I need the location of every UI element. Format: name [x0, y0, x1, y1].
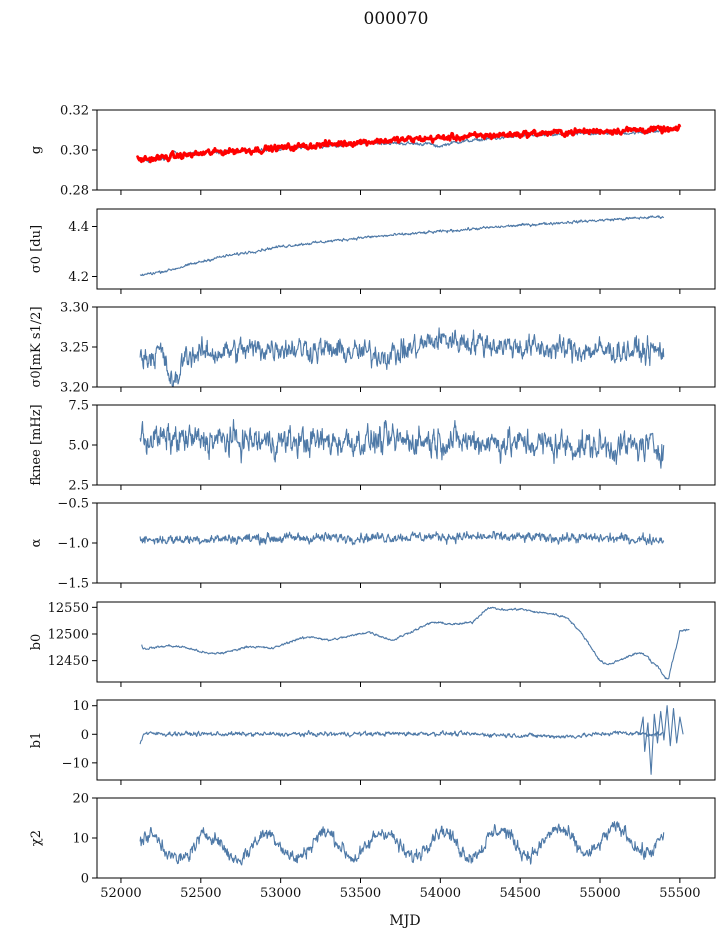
axes-frame: [96, 208, 716, 290]
panel-4: 2.5 5.0 7.5 fknee [mHz]: [29, 399, 716, 494]
x-tick-label: 52000: [100, 886, 141, 901]
panel-8: 0 10 20 52000 52500 53000 53500 54000 54500 55000…: [29, 792, 716, 901]
y-tick-label: 3.20: [60, 381, 89, 396]
y-tick-label: 10: [72, 699, 89, 714]
y-tick-label: 3.25: [60, 341, 89, 356]
y-axis-label: fknee [mHz]: [29, 404, 44, 485]
y-tick-label: 12450: [48, 654, 89, 669]
panel-3: 3.20 3.25 3.30 σ0[mK s1/2]: [29, 301, 716, 396]
axes-frame: [96, 601, 716, 683]
y-axis-label: b0: [29, 634, 44, 651]
y-tick-label: 0.32: [60, 104, 89, 119]
y-tick-label: 4.2: [68, 270, 89, 285]
y-tick-label: 0: [81, 872, 89, 887]
panel-2: 4.2 4.4 σ0 [du]: [29, 208, 716, 294]
axes-frame: [96, 306, 716, 388]
y-axis-label: σ0 [du]: [29, 225, 44, 273]
y-tick-label: 20: [72, 792, 89, 807]
axes-frame: [96, 797, 716, 879]
y-tick-label: −10: [62, 756, 89, 771]
y-tick-label: 10: [72, 832, 89, 847]
y-axis-label: g: [29, 146, 44, 154]
panel-5: −1.5 −1.0 −0.5 α: [29, 497, 716, 592]
y-tick-label: 2.5: [68, 479, 89, 494]
y-axis-label: σ0[mK s1/2]: [29, 306, 44, 387]
series-line-3-1: [139, 327, 665, 388]
series-line-4-1: [139, 419, 665, 469]
y-tick-label: 5.0: [68, 439, 89, 454]
x-tick-label: 53000: [260, 886, 301, 901]
series-line-1-1: [137, 129, 665, 163]
x-tick-label: 54000: [420, 886, 461, 901]
panel-1: 0.28 0.30 0.32 g: [29, 104, 716, 199]
panel-7: −10 0 10 b1: [29, 699, 716, 785]
x-tick-label: 53500: [340, 886, 381, 901]
axes-frame: [96, 699, 716, 781]
y-tick-label: −1.0: [57, 537, 89, 552]
panel-6: 12450 12500 12550 b0: [29, 601, 716, 687]
series-line-2-1: [139, 215, 665, 277]
y-tick-label: −0.5: [57, 497, 89, 512]
series-line-7-2: [639, 705, 684, 775]
axes-frame: [96, 109, 716, 191]
x-tick-label: 54500: [499, 886, 540, 901]
series-line-5-1: [139, 530, 665, 546]
x-tick-label: 55000: [579, 886, 620, 901]
figure-title: 000070: [364, 9, 429, 29]
x-tick-label: 52500: [180, 886, 221, 901]
x-axis-label: MJD: [389, 913, 420, 929]
y-tick-label: 0.30: [60, 144, 89, 159]
series-line-8-1: [139, 821, 665, 866]
x-tick-label: 55500: [659, 886, 700, 901]
y-axis-label: α: [29, 538, 44, 547]
y-axis-label: b1: [29, 732, 44, 749]
y-tick-label: 0.28: [60, 184, 89, 199]
y-tick-label: −1.5: [57, 577, 89, 592]
series-line-6-1: [141, 606, 690, 680]
y-tick-label: 3.30: [60, 301, 89, 316]
y-tick-label: 7.5: [68, 399, 89, 414]
y-axis-label: χ2: [29, 830, 44, 846]
y-tick-label: 0: [81, 728, 89, 743]
y-tick-label: 4.4: [68, 220, 89, 235]
y-tick-label: 12500: [48, 628, 89, 643]
y-tick-label: 12550: [48, 601, 89, 616]
series-line-7-1: [139, 729, 664, 745]
series-line-1-2: [135, 123, 682, 164]
